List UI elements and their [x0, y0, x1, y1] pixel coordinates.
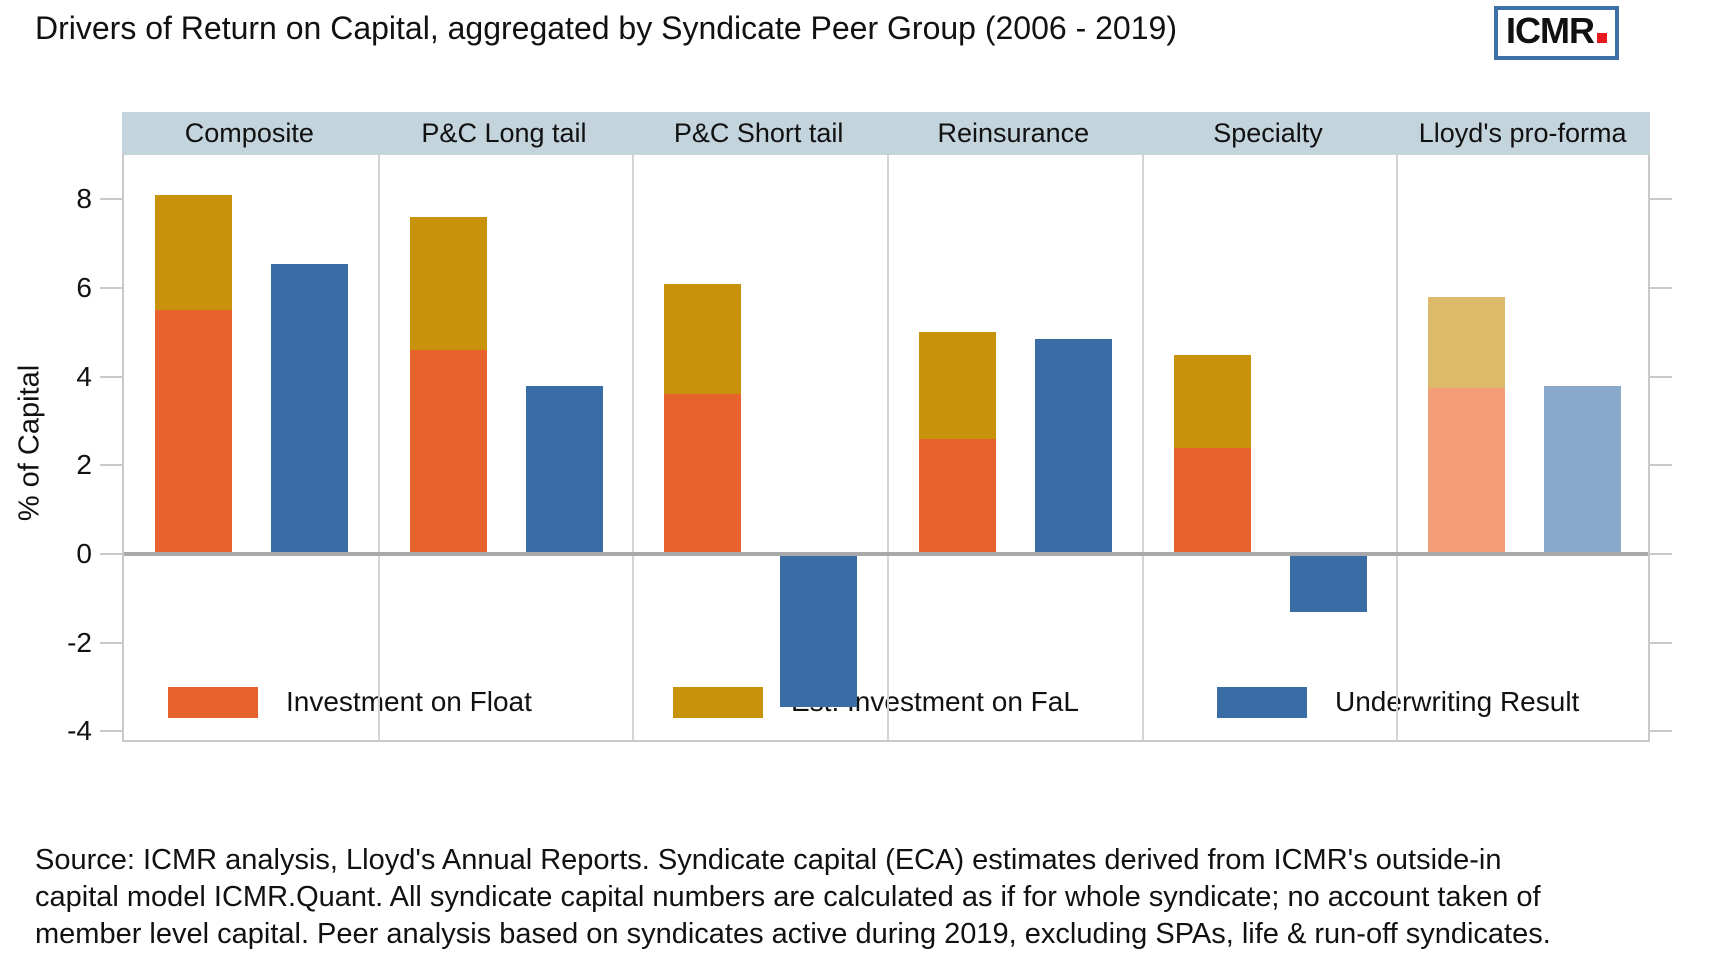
y-tick-label-8: 8	[76, 183, 92, 215]
icmr-logo-text: ICMR	[1506, 10, 1595, 51]
y-tick-right-8	[1650, 198, 1672, 201]
bar-est-investment-on-fal-p-c-short-tail	[664, 283, 742, 395]
y-tick-left-2	[100, 464, 122, 467]
legend-item-investment-on-float: Investment on Float	[168, 686, 532, 718]
zero-gridline	[124, 552, 1648, 556]
y-tick-left-6	[100, 287, 122, 290]
legend-label: Investment on Float	[286, 686, 532, 717]
bar-est-investment-on-fal-p-c-long-tail	[409, 217, 487, 351]
y-axis-title: % of Capital	[13, 364, 46, 522]
legend-label: Underwriting Result	[1335, 686, 1580, 717]
y-tick-right-0	[1650, 553, 1672, 555]
legend-swatch-investment-on-float	[168, 686, 258, 718]
panel-header-composite: Composite	[184, 118, 314, 148]
y-tick-right-4	[1650, 375, 1672, 378]
bar-investment-on-float-specialty	[1173, 447, 1251, 554]
bar-est-investment-on-fal-composite	[155, 194, 232, 311]
panel-separator	[632, 155, 635, 740]
panel-header-band: Composite P&C Long tail P&C Short tail Rein…	[122, 112, 1650, 155]
bar-est-investment-on-fal-reinsurance	[919, 332, 996, 439]
source-note-line: Source: ICMR analysis, Lloyd's Annual Re…	[35, 844, 1502, 876]
icmr-logo: ICMR	[1494, 6, 1619, 60]
panel-header-lloyd-s-pro-forma: Lloyd's pro-forma	[1418, 118, 1627, 148]
panel-separator	[1141, 155, 1144, 740]
source-note-line: capital model ICMR.Quant. All syndicate …	[35, 881, 1541, 913]
legend-item-est-investment-on-fal: Est. Investment on FaL	[673, 686, 1079, 718]
legend-swatch-est-investment-on-fal	[673, 686, 763, 718]
bar-investment-on-float-p-c-long-tail	[409, 350, 487, 554]
bar-underwriting-result-lloyd-s-pro-forma	[1544, 385, 1622, 554]
y-tick-label-2: 2	[76, 449, 92, 481]
legend: Investment on Float Est. Investment on F…	[0, 686, 1728, 722]
y-tick-left-4	[100, 375, 122, 378]
y-tick-right-2	[1650, 464, 1672, 467]
y-tick-left--4	[100, 730, 122, 733]
bar-underwriting-result-specialty	[1289, 554, 1367, 612]
panel-separator	[1396, 155, 1399, 740]
plot-area	[122, 155, 1650, 742]
bar-underwriting-result-reinsurance	[1035, 338, 1112, 554]
panel-header-p-c-short-tail: P&C Short tail	[673, 118, 844, 148]
bar-investment-on-float-reinsurance	[919, 438, 996, 554]
y-tick-left-0	[100, 553, 122, 555]
y-tick-label-4: 4	[76, 360, 92, 392]
y-tick-label-0: 0	[76, 538, 92, 569]
icmr-logo-red-dot	[1597, 33, 1607, 43]
bar-underwriting-result-composite	[271, 263, 348, 554]
panel-header-p-c-long-tail: P&C Long tail	[421, 118, 587, 148]
legend-swatch-underwriting-result	[1217, 686, 1307, 718]
panel-header-specialty: Specialty	[1213, 118, 1323, 148]
y-tick-label--4: -4	[67, 715, 92, 747]
bar-investment-on-float-composite	[155, 310, 232, 554]
panel-separator	[887, 155, 889, 740]
bar-investment-on-float-p-c-short-tail	[664, 394, 742, 554]
panel-separator	[377, 155, 380, 740]
bar-investment-on-float-lloyd-s-pro-forma	[1428, 387, 1506, 554]
panel-header-reinsurance: Reinsurance	[937, 118, 1090, 148]
y-tick-right-6	[1650, 287, 1672, 290]
bar-underwriting-result-p-c-short-tail	[780, 554, 858, 707]
source-note-line: member level capital. Peer analysis base…	[35, 918, 1551, 950]
bar-est-investment-on-fal-lloyd-s-pro-forma	[1428, 296, 1506, 388]
y-tick-label-6: 6	[76, 272, 92, 304]
bar-underwriting-result-p-c-long-tail	[525, 385, 603, 554]
y-tick-right--4	[1650, 730, 1672, 733]
y-tick-left--2	[100, 641, 122, 644]
y-tick-left-8	[100, 198, 122, 201]
legend-item-underwriting-result: Underwriting Result	[1217, 686, 1579, 718]
source-note: Source: ICMR analysis, Lloyd's Annual Re…	[35, 842, 1551, 953]
bar-est-investment-on-fal-specialty	[1173, 354, 1251, 448]
page-title: Drivers of Return on Capital, aggregated…	[35, 10, 1177, 46]
y-tick-right--2	[1650, 641, 1672, 644]
y-tick-label--2: -2	[67, 626, 92, 658]
